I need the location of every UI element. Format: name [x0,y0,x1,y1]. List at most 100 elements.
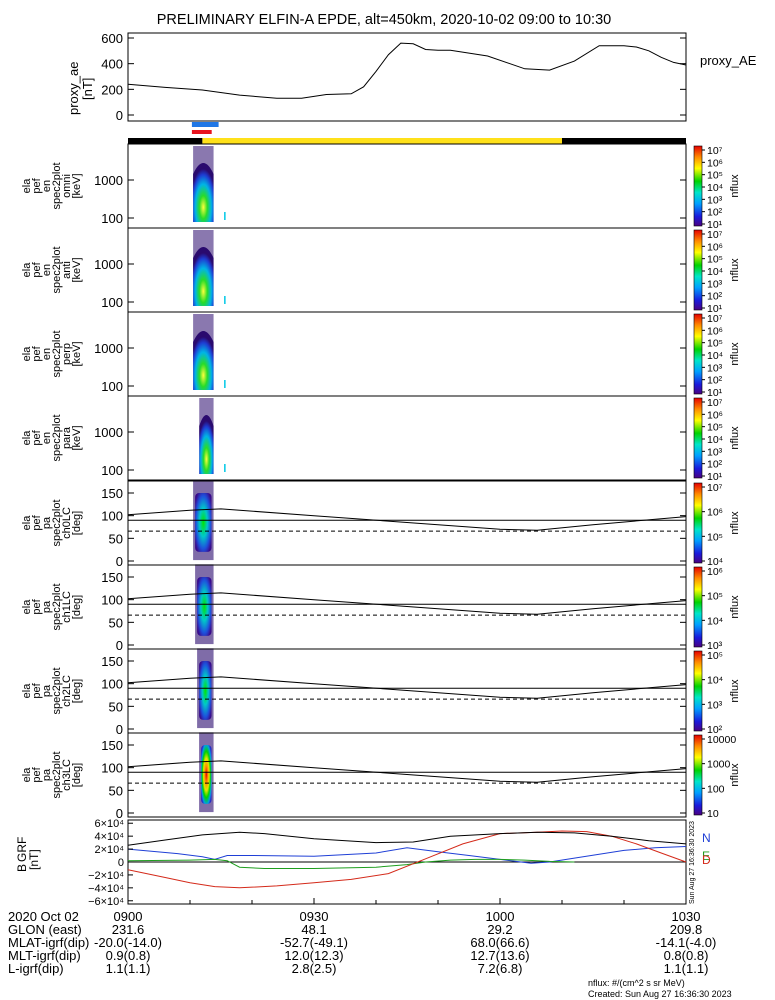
ephemeris-value: 209.8 [670,922,703,937]
loss-cone-curve [127,592,687,615]
b-field-y-tick-label: 4×10⁴ [94,831,124,843]
panel-y-label-line: pef [31,261,43,277]
colorbar-tick-label: 10⁵ [707,338,723,350]
b-field-y-tick-label: −6×10⁴ [88,896,124,908]
colorbar-tick-label: 10¹ [707,471,723,483]
colorbar-tick-label: 10⁶ [707,241,723,253]
colorbar [693,145,703,227]
panel-y-tick-label: 100 [101,211,123,226]
spectrum-flux-mark [224,212,226,220]
colorbar-tick-label: 10⁴ [707,350,723,362]
colorbar-tick-label: 10⁵ [707,591,723,603]
ephemeris-row-label: MLAT-igrf(dip) [8,935,89,950]
colorbar [693,734,703,816]
ephemeris-value: 1.1(1.1) [664,961,709,976]
spectrum-flux-mark [224,296,226,304]
b-field-ylabel-line-1: B [15,864,29,872]
panel-y-label-line: spec2plot [51,162,63,209]
b-field-y-tick-label: 0 [118,857,124,869]
proxy-ae-legend: proxy_AE [700,53,757,68]
panel-y-tick-label: 0 [116,554,123,569]
colorbar-label: nflux [729,258,741,282]
loss-cone-curve [127,508,687,531]
panel-y-tick-label: 0 [116,722,123,737]
proxy-ae-line [127,42,687,99]
b-field-y-label: B GRF [nT] [15,837,41,872]
colorbar-tick-label: 10¹ [707,387,723,399]
panel-y-label-line: spec2plot [51,751,63,798]
panel-y-label-line: ela [21,515,33,531]
colorbar-tick-label: 10³ [707,640,723,652]
colorbar-tick-label: 10³ [707,194,723,206]
colorbar-tick-label: 10² [707,375,723,387]
panel-y-tick-label: 100 [101,677,123,692]
panel-y-label-line: spec2plot [51,583,63,630]
spectrum-flux-mark [224,464,226,472]
colorbar [693,313,703,395]
colorbar-tick-label: 10⁶ [707,507,723,519]
panel-y-tick-label: 150 [101,654,123,669]
spectrum-flux-mark [224,380,226,388]
panel-y-label-line: ela [21,683,33,699]
panel-y-label-line: spec2plot [51,499,63,546]
b-legend-n: N [702,831,711,845]
panel-y-label-line: [keV] [71,425,83,450]
colorbar-tick-label: 10⁷ [707,229,723,241]
ephemeris-value: -52.7(-49.1) [280,935,348,950]
colorbar-tick-label: 10⁶ [707,157,723,169]
colorbar-label: nflux [729,426,741,450]
panel-y-label-line: pef [31,514,43,530]
colorbar [693,650,703,732]
ephemeris-row-label: GLON (east) [8,922,82,937]
pitch-angle-flux-blob [197,577,212,636]
colorbar-tick-label: 10⁵ [707,531,723,543]
colorbar-tick-label: 10⁴ [707,556,723,568]
ephemeris-value: 0.8(0.8) [664,948,709,963]
colorbar-label: nflux [729,595,741,619]
b-field-series-line [127,846,687,864]
colorbar-tick-label: 10⁵ [707,254,723,266]
time-tick-label: 1000 [486,909,515,924]
time-axis-ticks: 0900 0930 1000 1030 [114,898,700,924]
panel-y-label-line: perp [61,343,73,365]
panel-y-tick-label: 150 [101,486,123,501]
panel-y-tick-label: 100 [101,463,123,478]
panel-y-label-line: ela [21,346,33,362]
panel-y-label-line: [deg] [71,595,83,619]
panel-omni: 1000100elapefenspec2plotomni[keV]10¹10²1… [21,143,741,231]
colorbar-tick-label: 10³ [707,699,723,711]
colorbar-tick-label: 1000 [707,759,731,771]
panel-y-label-line: pa [41,684,53,697]
colorbar-label: nflux [729,763,741,787]
panel-y-label-line: ch1LC [61,591,73,623]
units-note: nflux: #/(cm^2 s sr MeV) [588,978,685,988]
panel-y-tick-label: 1000 [94,173,123,188]
colorbar-tick-label: 10⁶ [707,325,723,337]
colorbar-tick-label: 10⁴ [707,434,723,446]
proxy-ae-y-label: proxy_ae [nT] [66,62,95,115]
state-bars [128,122,686,144]
colorbar-tick-label: 10⁴ [707,675,723,687]
panel-y-tick-label: 100 [101,761,123,776]
loss-cone-curve [127,760,687,783]
colorbar-tick-label: 10⁵ [707,422,723,434]
colorbar-tick-label: 10² [707,207,723,219]
colorbar-tick-label: 10⁴ [707,615,723,627]
panel-y-label-line: ch2LC [61,675,73,707]
loss-cone-curve [127,676,687,699]
ephemeris-row-label: MLT-igrf(dip) [8,948,81,963]
ephemeris-rows: GLON (east) 231.6 48.1 29.2 209.8 MLAT-igrf(d… [8,922,716,976]
ephemeris-value: 7.2(6.8) [478,961,523,976]
ephemeris-value: 48.1 [301,922,326,937]
panel-y-tick-label: 1000 [94,257,123,272]
panel-y-tick-label: 150 [101,738,123,753]
panel-y-label-line: ela [21,430,33,446]
panel-y-label-line: en [41,348,53,360]
state-bar-segment [191,122,219,127]
panel-y-label-line: ch3LC [61,759,73,791]
panel-y-label-line: pef [31,682,43,698]
time-tick-label: 0930 [300,909,329,924]
